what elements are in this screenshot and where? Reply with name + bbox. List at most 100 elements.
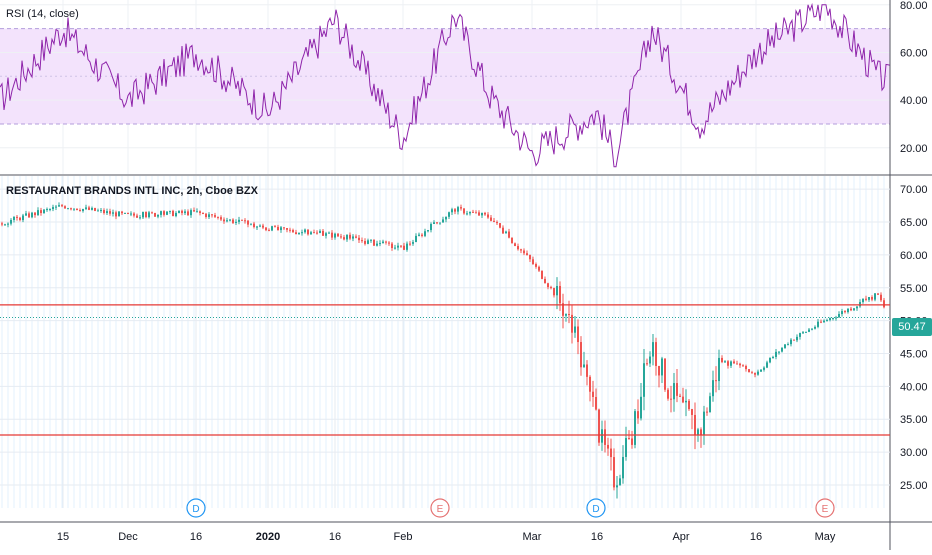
candle-body	[685, 400, 687, 403]
candle-body	[100, 210, 102, 212]
candle-body	[184, 211, 186, 214]
time-tick-label: 16	[190, 531, 202, 543]
candle-body	[790, 339, 792, 345]
candle-body	[160, 211, 162, 215]
time-tick-label: 16	[750, 531, 762, 543]
candle-body	[472, 211, 474, 213]
candle-body	[439, 222, 441, 224]
candle-body	[268, 230, 270, 232]
candle-body	[427, 230, 429, 232]
candle-body	[205, 213, 207, 217]
candle-body	[406, 243, 408, 250]
rsi-tick-label: 20.00	[900, 143, 928, 155]
event-marker[interactable]	[430, 498, 450, 518]
candle-body	[838, 314, 840, 318]
candle-body	[874, 293, 876, 300]
candle-body	[505, 231, 507, 234]
candle-body	[250, 223, 252, 225]
candle-body	[109, 211, 111, 214]
candle-body	[325, 233, 327, 236]
candle-body	[748, 369, 750, 373]
price-tick-label: 60.00	[900, 250, 928, 262]
candle-body	[550, 287, 552, 289]
candle-body	[139, 217, 141, 219]
candle-body	[88, 207, 90, 210]
time-tick-label: 2020	[256, 531, 280, 543]
candle-body	[571, 314, 573, 333]
candle-body	[190, 210, 192, 216]
candle-body	[112, 212, 114, 214]
candle-body	[286, 228, 288, 230]
event-marker-label: E	[437, 504, 444, 515]
candle-body	[16, 216, 18, 218]
candle-body	[349, 234, 351, 239]
candle-body	[130, 213, 132, 215]
candle-body	[127, 212, 129, 214]
candle-body	[517, 246, 519, 250]
candle-body	[577, 326, 579, 343]
candle-body	[448, 212, 450, 217]
candle-body	[778, 351, 780, 353]
candle-body	[562, 303, 564, 316]
candle-body	[364, 241, 366, 244]
candle-body	[709, 396, 711, 413]
candle-body	[475, 212, 477, 214]
candle-body	[115, 212, 117, 217]
candle-body	[640, 396, 642, 419]
candle-body	[787, 344, 789, 346]
candle-body	[751, 372, 753, 374]
candle-body	[520, 249, 522, 251]
price-tick-label: 40.00	[900, 381, 928, 393]
candle-body	[646, 363, 648, 365]
candle-body	[844, 311, 846, 313]
candle-body	[526, 253, 528, 256]
candle-body	[835, 317, 837, 319]
candle-body	[244, 220, 246, 222]
candle-body	[403, 245, 405, 250]
candle-body	[202, 213, 204, 215]
candle-body	[556, 285, 558, 296]
candle-body	[667, 389, 669, 399]
candle-body	[703, 411, 705, 436]
candle-body	[607, 444, 609, 449]
candle-body	[385, 241, 387, 243]
event-marker[interactable]	[186, 498, 206, 518]
candle-body	[289, 229, 291, 231]
candle-body	[40, 210, 42, 214]
candle-body	[265, 227, 267, 231]
candle-body	[235, 221, 237, 223]
candle-body	[853, 308, 855, 311]
candle-body	[655, 342, 657, 366]
candle-body	[220, 217, 222, 220]
candle-body	[490, 217, 492, 221]
candle-body	[151, 212, 153, 214]
candle-body	[766, 362, 768, 368]
candle-body	[601, 429, 603, 443]
candle-body	[547, 283, 549, 288]
candle-body	[388, 242, 390, 244]
candle-body	[193, 210, 195, 212]
candle-body	[592, 391, 594, 397]
candle-body	[346, 234, 348, 240]
candle-body	[91, 207, 93, 210]
candle-body	[769, 357, 771, 363]
rsi-title: RSI (14, close)	[6, 8, 79, 20]
candle-body	[451, 209, 453, 213]
candle-body	[634, 411, 636, 445]
candle-body	[31, 212, 33, 218]
candle-body	[883, 300, 885, 308]
candle-body	[277, 226, 279, 231]
candle-body	[454, 209, 456, 212]
candle-body	[166, 211, 168, 215]
candle-body	[850, 308, 852, 311]
candle-body	[580, 342, 582, 368]
candle-body	[463, 208, 465, 214]
candle-body	[1, 223, 3, 225]
event-marker[interactable]	[815, 498, 835, 518]
event-marker[interactable]	[586, 498, 606, 518]
candle-body	[865, 298, 867, 300]
candle-body	[58, 205, 60, 207]
candle-body	[163, 211, 165, 215]
